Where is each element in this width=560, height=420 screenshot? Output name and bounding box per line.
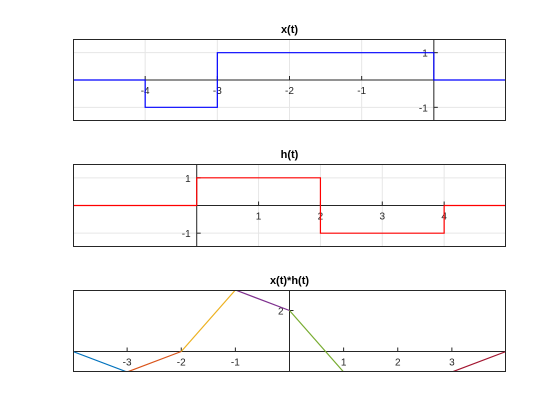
- chart-title: h(t): [281, 149, 299, 161]
- series-line-7: [450, 350, 506, 372]
- series-group: [73, 177, 506, 234]
- axes-3: -3 -2 -1 1 2 3 2 x(t)*h(t): [73, 275, 506, 372]
- axes-box: [73, 290, 506, 372]
- axes-box: [73, 164, 506, 247]
- series-group: [73, 52, 506, 108]
- x-tick-label: -3: [123, 358, 132, 369]
- x-tick-label: 2: [395, 358, 401, 369]
- series-line-2: [126, 350, 182, 372]
- x-tick-label: -1: [231, 358, 240, 369]
- series-line-6: [343, 371, 346, 372]
- axes-1: -4 -3 -2 -1-11x(t): [73, 24, 506, 121]
- series-line-5: [289, 310, 345, 372]
- axes-2: 1 2 3 4-11h(t): [73, 149, 506, 247]
- x-tick-label: 3: [380, 212, 386, 223]
- x-tick-label: -2: [177, 358, 186, 369]
- y-tick-label: 2: [278, 307, 284, 318]
- y-tick-label: -1: [182, 229, 191, 240]
- x-tick-label: 1: [341, 358, 347, 369]
- series-line-1: [73, 177, 506, 234]
- chart-title: x(t)*h(t): [270, 275, 309, 287]
- x-tick-label: -2: [285, 86, 294, 97]
- series-group: [73, 290, 506, 372]
- y-tick-label: -1: [419, 103, 428, 114]
- y-tick-label: 1: [185, 174, 191, 185]
- series-line-1: [73, 350, 128, 372]
- chart-title: x(t): [281, 24, 298, 36]
- series-line-4: [235, 290, 290, 312]
- series-line-3: [180, 290, 236, 352]
- x-tick-label: -1: [357, 86, 366, 97]
- axes-box: [73, 39, 506, 121]
- x-tick-label: 3: [449, 358, 455, 369]
- x-tick-label: 1: [256, 212, 262, 223]
- series-line-1: [73, 52, 506, 108]
- y-tick-label: 1: [422, 49, 428, 60]
